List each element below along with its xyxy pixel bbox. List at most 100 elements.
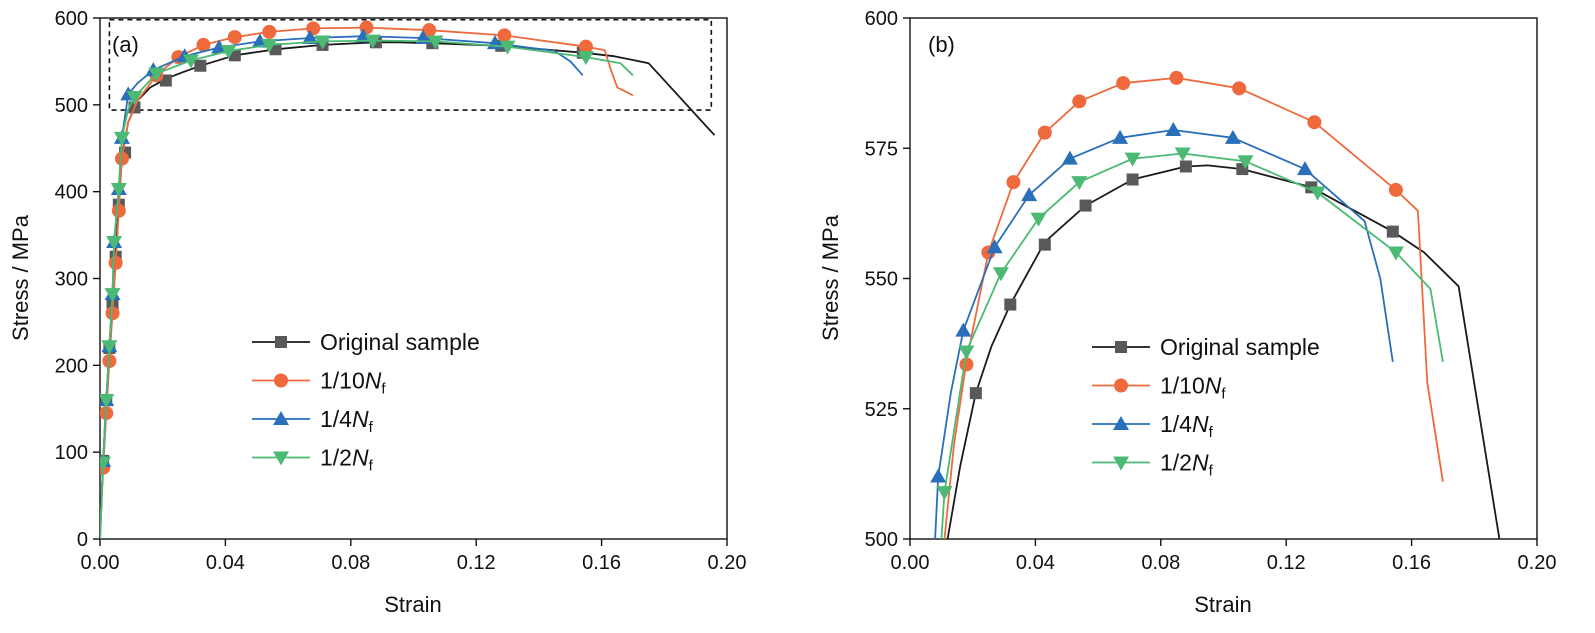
series-group-b — [930, 70, 1501, 539]
legend-label-tenth: 1/10Nf — [320, 368, 386, 398]
data-point-tenth — [100, 406, 114, 421]
legend-label-half: 1/2Nf — [1160, 450, 1214, 480]
data-point-tenth — [1037, 125, 1052, 140]
data-point-quarter — [986, 239, 1003, 254]
data-point-half — [104, 288, 121, 303]
legend-label-quarter: 1/4Nf — [320, 406, 374, 436]
legend-marker-quarter — [273, 411, 289, 425]
data-point-tenth — [227, 30, 242, 45]
chart-panel-a: (a) 0.00 0.04 0.08 0.12 0.16 0.20 0 100 200 300 40… — [8, 8, 746, 617]
legend-label-half: 1/2Nf — [320, 445, 374, 475]
data-point-tenth — [1232, 81, 1247, 96]
data-point-tenth — [578, 39, 593, 54]
data-point-original — [1079, 199, 1092, 212]
data-point-half — [100, 394, 115, 409]
data-point-quarter — [1165, 122, 1182, 137]
legend-label-original: Original sample — [1160, 334, 1320, 360]
y-tick-label: 0 — [77, 529, 88, 551]
series-line-original — [946, 164, 1501, 539]
x-tick-label: 0.04 — [206, 552, 245, 574]
data-point-half — [220, 44, 237, 59]
plot-frame-b — [909, 17, 1538, 540]
legend-marker-original — [275, 336, 287, 348]
y-tick-label: 500 — [55, 95, 88, 117]
legend-marker-original — [1115, 341, 1127, 353]
data-point-quarter — [251, 33, 268, 48]
data-point-original — [1179, 160, 1192, 173]
y-tick-label: 600 — [55, 8, 88, 30]
zoom-region-box — [108, 18, 713, 111]
axis-ticks-b: 0.00 0.04 0.08 0.12 0.16 0.20 500 525 550 575 600 — [865, 8, 1557, 574]
data-point-quarter — [1297, 161, 1314, 176]
y-tick-label: 575 — [865, 138, 898, 160]
data-point-tenth — [1388, 182, 1403, 197]
series-line-original — [100, 41, 716, 539]
data-point-half — [110, 183, 127, 198]
x-tick-label: 0.20 — [708, 552, 747, 574]
data-point-original — [1126, 173, 1139, 186]
data-point-half — [577, 51, 594, 66]
x-tick-label: 0.16 — [582, 552, 621, 574]
data-point-quarter — [1021, 187, 1038, 202]
y-tick-label: 550 — [865, 269, 898, 291]
data-point-half — [1387, 246, 1404, 261]
data-point-half — [499, 40, 516, 55]
data-point-half — [126, 91, 143, 106]
data-point-half — [1071, 176, 1088, 191]
data-point-quarter — [1061, 150, 1078, 165]
data-point-half — [1237, 155, 1254, 170]
data-point-tenth — [1072, 94, 1087, 109]
data-point-tenth — [422, 23, 437, 38]
x-tick-label: 0.08 — [331, 552, 370, 574]
series-group-a — [100, 20, 716, 539]
data-point-quarter — [302, 29, 319, 44]
data-point-tenth — [111, 203, 126, 218]
data-point-original — [1038, 238, 1051, 251]
data-point-half — [106, 236, 123, 251]
axis-ticks-a: 0.00 0.04 0.08 0.12 0.16 0.20 0 100 200 300 400 500… — [55, 8, 747, 574]
data-point-tenth — [1116, 76, 1131, 91]
data-point-tenth — [196, 37, 211, 52]
legend-b: Original sample 1/10Nf 1/4Nf 1/2Nf — [1092, 334, 1320, 480]
x-tick-label: 0.04 — [1016, 552, 1055, 574]
y-tick-label: 300 — [55, 269, 88, 291]
y-tick-label: 500 — [865, 529, 898, 551]
data-point-tenth — [959, 357, 974, 372]
data-point-half — [958, 345, 975, 360]
data-point-tenth — [105, 306, 120, 321]
data-point-tenth — [1006, 175, 1021, 190]
data-point-half — [1030, 212, 1047, 227]
data-point-half — [100, 456, 112, 471]
legend-label-original: Original sample — [320, 329, 480, 355]
data-point-half — [261, 38, 278, 53]
data-point-half — [182, 54, 199, 69]
x-axis-label-a: Strain — [384, 592, 441, 617]
data-point-tenth — [108, 255, 123, 270]
data-point-original — [1386, 225, 1399, 238]
data-point-half — [364, 34, 381, 49]
data-point-half — [148, 67, 165, 82]
data-point-half — [113, 131, 130, 146]
chart-panel-b: (b) 0.00 0.04 0.08 0.12 0.16 0.20 500 525 550 575… — [818, 8, 1556, 617]
data-point-tenth — [1169, 70, 1184, 85]
data-point-quarter — [1112, 129, 1129, 144]
data-point-tenth — [497, 28, 512, 43]
data-point-original — [1004, 298, 1017, 311]
legend-label-quarter: 1/4Nf — [1160, 411, 1214, 441]
data-point-original — [969, 387, 982, 400]
panel-label-b: (b) — [928, 32, 955, 57]
legend-marker-half — [1113, 456, 1129, 471]
x-tick-label: 0.12 — [1267, 552, 1306, 574]
plot-frame-a — [99, 17, 728, 540]
data-point-tenth — [262, 24, 277, 39]
legend-marker-tenth — [274, 373, 288, 388]
data-point-quarter — [1224, 129, 1241, 144]
x-tick-label: 0.20 — [1518, 552, 1557, 574]
legend-marker-tenth — [1114, 378, 1128, 393]
data-point-half — [101, 340, 118, 355]
data-point-half — [314, 35, 331, 50]
y-tick-label: 200 — [55, 355, 88, 377]
legend-marker-half — [273, 451, 289, 466]
data-point-half — [1124, 152, 1141, 167]
data-point-half — [936, 486, 953, 501]
